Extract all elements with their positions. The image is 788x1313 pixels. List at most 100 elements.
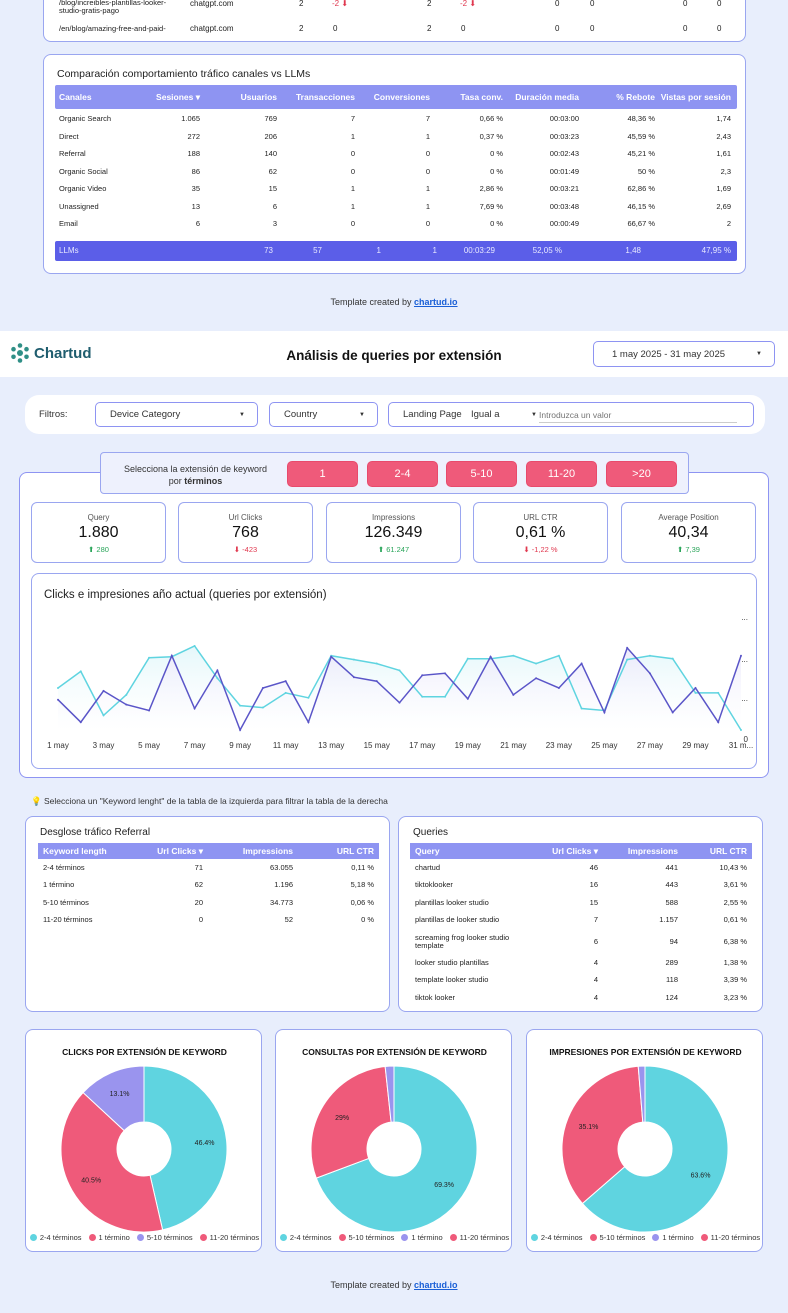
table-row[interactable]: Organic Social 86 62 0 0 0 % 00:01:49 50 % 2,3 — [55, 162, 737, 180]
data-point[interactable] — [535, 662, 538, 665]
data-point[interactable] — [261, 687, 264, 689]
extension-button-5-10[interactable]: 5-10 — [446, 461, 517, 487]
column-header[interactable]: Keyword length — [43, 846, 107, 856]
data-point[interactable] — [603, 711, 606, 714]
data-point[interactable] — [466, 697, 469, 700]
pie-slice[interactable] — [384, 1065, 395, 1123]
legend-item[interactable]: 1 término — [652, 1233, 694, 1242]
data-point[interactable] — [284, 680, 287, 683]
data-point[interactable] — [740, 654, 742, 657]
data-point[interactable] — [398, 701, 401, 704]
data-point[interactable] — [284, 691, 287, 694]
column-header[interactable]: Usuarios — [240, 91, 277, 102]
data-point[interactable] — [444, 672, 447, 675]
data-point[interactable] — [444, 695, 447, 698]
llm-row[interactable]: LLMs 73 57 1 1 00:03:29 52,05 % 1,48 47,95 % — [55, 241, 737, 261]
table-row[interactable]: 1 término 62 1.196 5,18 % — [38, 877, 379, 895]
data-point[interactable] — [512, 654, 515, 657]
data-point[interactable] — [57, 698, 59, 701]
legend-item[interactable]: 11-20 términos — [199, 1233, 259, 1242]
table-row[interactable]: template looker studio 4 118 3,39 % — [410, 972, 752, 990]
table-row[interactable]: 5-10 términos 20 34.773 0,06 % — [38, 894, 379, 912]
data-point[interactable] — [557, 654, 560, 657]
data-point[interactable] — [626, 646, 629, 649]
table-row[interactable]: plantillas de looker studio 7 1.157 0,61 % — [410, 912, 752, 930]
country-filter[interactable]: Country ▼ — [269, 402, 378, 427]
data-point[interactable] — [671, 711, 674, 714]
legend-item[interactable]: 2-4 términos — [29, 1233, 82, 1242]
footer-link[interactable]: chartud.io — [414, 1280, 458, 1290]
data-point[interactable] — [79, 670, 82, 673]
data-point[interactable] — [307, 721, 310, 724]
column-header[interactable]: URL CTR — [336, 846, 374, 856]
data-point[interactable] — [466, 657, 469, 660]
data-point[interactable] — [125, 693, 128, 696]
data-point[interactable] — [375, 662, 378, 665]
data-point[interactable] — [717, 721, 720, 724]
data-point[interactable] — [489, 655, 492, 658]
extension-button-11-20[interactable]: 11-20 — [526, 461, 597, 487]
extension-button-gt-20[interactable]: >20 — [606, 461, 677, 487]
data-point[interactable] — [261, 706, 264, 709]
data-point[interactable] — [193, 707, 196, 710]
pie-slice[interactable] — [143, 1065, 228, 1231]
column-header[interactable]: Impressions — [242, 846, 293, 856]
landing-page-input[interactable] — [539, 407, 737, 423]
pie-slice[interactable] — [82, 1065, 145, 1132]
data-point[interactable] — [557, 687, 560, 689]
pie-slice[interactable] — [60, 1091, 164, 1233]
table-row[interactable]: Organic Search 1.065 769 7 7 0,66 % 00:03:00 48… — [55, 109, 737, 127]
data-point[interactable] — [57, 687, 59, 689]
pie-slice[interactable] — [637, 1065, 646, 1123]
table-row[interactable]: 2-4 términos 71 63.055 0,11 % — [38, 859, 379, 877]
operator-select[interactable]: Igual a ▼ — [471, 409, 537, 420]
table-row[interactable]: tiktoklooker 16 443 3,61 % — [410, 877, 752, 895]
footer-link[interactable]: chartud.io — [414, 297, 458, 307]
data-point[interactable] — [216, 677, 219, 680]
table-row[interactable]: screaming frog looker studio template 6 94… — [410, 929, 752, 954]
data-point[interactable] — [102, 714, 105, 717]
column-header[interactable]: Url Clicks ▾ — [157, 845, 203, 856]
data-point[interactable] — [648, 672, 651, 675]
column-header[interactable]: Url Clicks ▾ — [552, 845, 598, 856]
date-range-picker[interactable]: 1 may 2025 - 31 may 2025 ▼ — [593, 341, 775, 367]
data-point[interactable] — [193, 644, 196, 647]
pie-slice[interactable] — [315, 1065, 478, 1233]
pie-slice[interactable] — [310, 1065, 392, 1179]
legend-item[interactable]: 5-10 términos — [136, 1233, 193, 1242]
column-header[interactable]: Canales — [59, 91, 92, 102]
data-point[interactable] — [421, 695, 424, 698]
column-header[interactable]: Sesiones ▾ — [156, 91, 200, 102]
legend-item[interactable]: 11-20 términos — [700, 1233, 760, 1242]
column-header[interactable]: % Rebote — [616, 91, 655, 102]
data-point[interactable] — [421, 674, 424, 677]
column-header[interactable]: URL CTR — [709, 846, 747, 856]
data-point[interactable] — [352, 658, 355, 661]
table-row[interactable]: looker studio plantillas 4 289 1,38 % — [410, 954, 752, 972]
data-point[interactable] — [671, 657, 674, 660]
logo[interactable]: Chartud — [9, 342, 92, 364]
data-point[interactable] — [535, 677, 538, 680]
data-point[interactable] — [626, 658, 629, 661]
data-point[interactable] — [717, 691, 720, 694]
data-point[interactable] — [239, 704, 242, 707]
data-point[interactable] — [239, 729, 242, 732]
table-row[interactable]: Referral 188 140 0 0 0 % 00:02:43 45,21 % 1,61 — [55, 144, 737, 162]
legend-item[interactable]: 2-4 términos — [279, 1233, 332, 1242]
data-point[interactable] — [307, 696, 310, 699]
data-point[interactable] — [170, 654, 173, 657]
data-point[interactable] — [580, 707, 583, 710]
table-row[interactable]: Organic Video 35 15 1 1 2,86 % 00:03:21 62,86 %… — [55, 179, 737, 197]
page-path[interactable]: /blog/increibles-plantillas-looker-studi… — [59, 0, 167, 15]
column-header[interactable]: Impressions — [627, 846, 678, 856]
data-point[interactable] — [125, 703, 128, 706]
data-point[interactable] — [352, 676, 355, 679]
legend-item[interactable]: 2-4 términos — [530, 1233, 583, 1242]
table-row[interactable]: 11-20 términos 0 52 0 % — [38, 912, 379, 930]
data-point[interactable] — [580, 662, 583, 665]
table-row[interactable]: Unassigned 13 6 1 1 7,69 % 00:03:48 46,15 % 2,69 — [55, 197, 737, 215]
legend-item[interactable]: 1 término — [88, 1233, 130, 1242]
page-path[interactable]: /en/blog/amazing-free-and-paid- — [59, 24, 166, 33]
data-point[interactable] — [102, 689, 105, 692]
column-header[interactable]: Query — [415, 846, 440, 856]
